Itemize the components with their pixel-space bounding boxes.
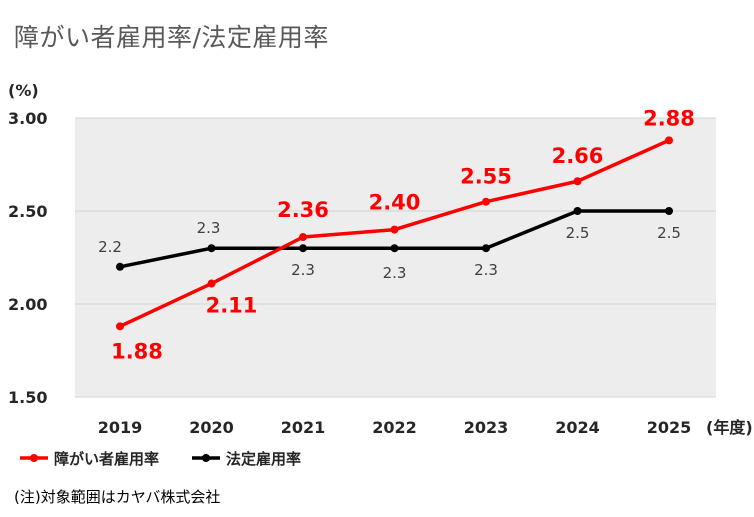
data-point	[116, 322, 124, 331]
data-point	[665, 136, 673, 145]
data-label: 2.5	[566, 224, 590, 242]
data-label: 2.88	[643, 106, 695, 130]
y-tick-label: 3.00	[8, 109, 47, 128]
x-tick-label: 2021	[281, 418, 326, 437]
plot-area	[75, 118, 716, 397]
data-point	[299, 233, 307, 242]
data-label: 2.36	[277, 198, 329, 222]
data-label: 2.2	[98, 238, 122, 256]
data-point	[482, 244, 490, 253]
data-label: 2.3	[474, 261, 498, 279]
x-axis-label: (年度)	[706, 418, 753, 437]
data-label: 2.40	[369, 191, 421, 215]
data-label: 2.3	[383, 264, 407, 282]
data-label: 1.88	[111, 339, 163, 363]
data-point	[390, 225, 399, 234]
x-tick-label: 2023	[464, 418, 509, 437]
y-tick-label: 2.50	[8, 202, 47, 221]
data-label: 2.3	[197, 219, 221, 237]
data-label: 2.3	[291, 261, 315, 279]
data-point	[207, 244, 216, 253]
data-point	[573, 207, 582, 215]
data-label: 2.55	[460, 165, 512, 189]
x-tick-label: 2024	[555, 418, 600, 437]
y-axis-label: (%)	[8, 81, 39, 100]
legend-marker	[30, 454, 38, 462]
data-point	[116, 262, 124, 271]
data-point	[573, 177, 582, 186]
page-title: 障がい者雇用率/法定雇用率	[14, 23, 329, 52]
data-point	[299, 244, 307, 253]
x-tick-label: 2022	[372, 418, 417, 437]
y-tick-label: 1.50	[8, 388, 47, 407]
legend-label: 法定雇用率	[226, 450, 301, 468]
data-label: 2.11	[206, 294, 258, 318]
x-tick-label: 2025	[647, 418, 692, 437]
y-tick-label: 2.00	[8, 295, 47, 314]
footnote: (注)対象範囲はカヤバ株式会社	[14, 488, 221, 506]
legend-label: 障がい者雇用率	[54, 450, 159, 468]
data-label: 2.5	[657, 224, 681, 242]
data-point	[207, 279, 216, 288]
legend-marker	[202, 454, 210, 462]
data-label: 2.66	[552, 144, 604, 168]
data-point	[390, 244, 399, 253]
data-point	[665, 207, 673, 215]
x-tick-label: 2019	[98, 418, 143, 437]
x-tick-label: 2020	[189, 418, 234, 437]
data-point	[482, 197, 490, 206]
